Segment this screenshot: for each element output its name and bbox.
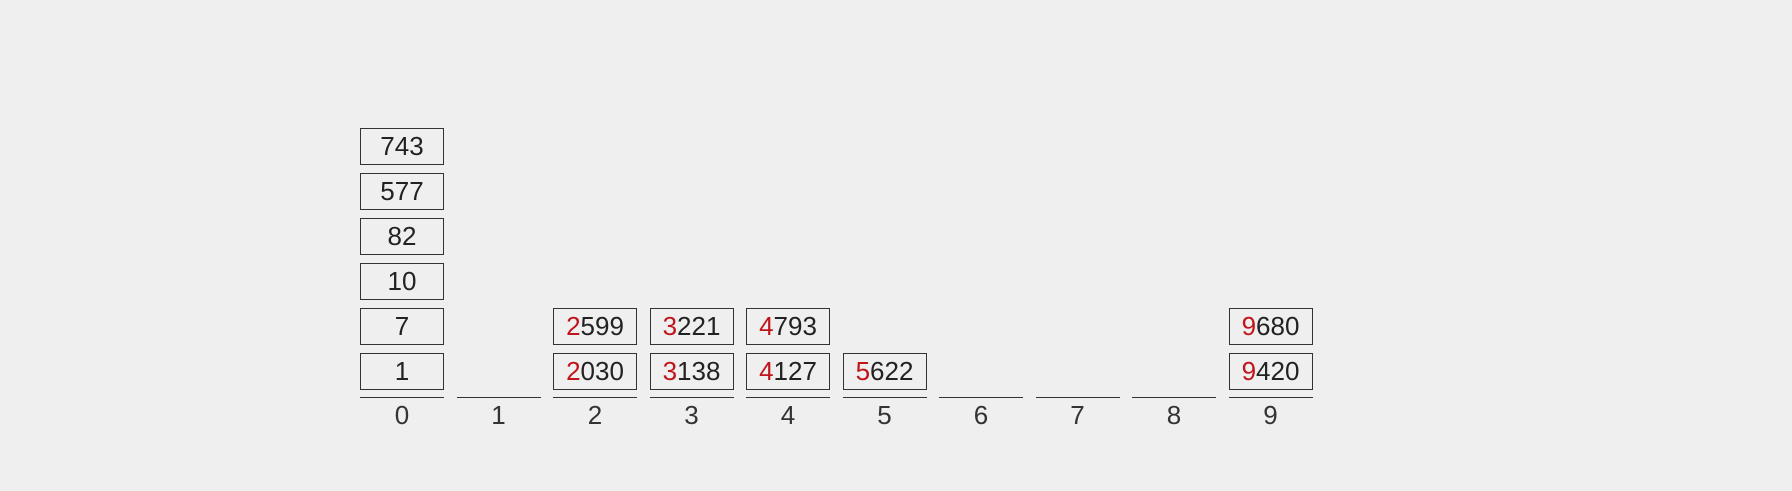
bucket-6: 6 — [939, 0, 1023, 430]
bucket-9: 9420 9680 9 — [1228, 0, 1313, 430]
bucket-label: 3 — [684, 400, 699, 430]
bucket-baseline — [1228, 397, 1313, 398]
number-text: 10 — [387, 266, 417, 296]
highlighted-digit: 9 — [1241, 356, 1257, 386]
bucket-baseline — [456, 397, 541, 398]
number-text: 82 — [387, 221, 417, 251]
bucket-5: 5622 5 — [842, 0, 927, 430]
number-box: 2599 — [553, 308, 637, 345]
remaining-digits: 138 — [677, 356, 721, 386]
number-box: 743 — [360, 128, 444, 165]
bucket-3: 3138 3221 3 — [649, 0, 734, 430]
number-box: 1 — [360, 353, 444, 390]
number-box: 9680 — [1228, 308, 1313, 345]
bucket-baseline — [649, 397, 734, 398]
number-box: 4793 — [746, 308, 830, 345]
number-box: 7 — [360, 308, 444, 345]
number-box: 3221 — [649, 308, 734, 345]
bucket-baseline — [1132, 397, 1216, 398]
remaining-digits: 793 — [773, 311, 817, 341]
number-box: 5622 — [842, 353, 927, 390]
remaining-digits: 127 — [773, 356, 817, 386]
number-text: 743 — [380, 131, 424, 161]
number-box: 4127 — [746, 353, 830, 390]
highlighted-digit: 5 — [855, 356, 871, 386]
number-box: 2030 — [553, 353, 637, 390]
remaining-digits: 420 — [1256, 356, 1300, 386]
bucket-baseline — [939, 397, 1023, 398]
bucket-label: 6 — [973, 400, 989, 430]
bucket-label: 2 — [587, 400, 603, 430]
bucket-label: 8 — [1166, 400, 1182, 430]
bucket-label: 9 — [1263, 400, 1278, 430]
number-box: 577 — [360, 173, 444, 210]
remaining-digits: 221 — [677, 311, 721, 341]
bucket-baseline — [360, 397, 444, 398]
bucket-0: 1 7 10 82 577 743 0 — [360, 0, 444, 430]
highlighted-digit: 3 — [662, 311, 678, 341]
number-box: 3138 — [649, 353, 734, 390]
remaining-digits: 622 — [870, 356, 914, 386]
highlighted-digit: 2 — [566, 356, 581, 386]
bucket-label: 7 — [1070, 400, 1085, 430]
bucket-label: 5 — [877, 400, 892, 430]
bucket-label: 4 — [780, 400, 796, 430]
bucket-baseline — [746, 397, 830, 398]
number-text: 7 — [394, 311, 410, 341]
number-box: 9420 — [1228, 353, 1313, 390]
bucket-7: 7 — [1035, 0, 1120, 430]
highlighted-digit: 3 — [662, 356, 678, 386]
highlighted-digit: 2 — [566, 311, 581, 341]
highlighted-digit: 9 — [1241, 311, 1257, 341]
highlighted-digit: 4 — [759, 356, 774, 386]
number-text: 1 — [394, 356, 410, 386]
number-box: 82 — [360, 218, 444, 255]
remaining-digits: 599 — [580, 311, 624, 341]
bucket-4: 4127 4793 4 — [746, 0, 830, 430]
number-box: 10 — [360, 263, 444, 300]
bucket-baseline — [1035, 397, 1120, 398]
bucket-label: 0 — [394, 400, 410, 430]
remaining-digits: 030 — [580, 356, 624, 386]
number-text: 577 — [380, 176, 424, 206]
bucket-baseline — [842, 397, 927, 398]
bucket-label: 1 — [491, 400, 506, 430]
highlighted-digit: 4 — [759, 311, 774, 341]
bucket-baseline — [553, 397, 637, 398]
bucket-2: 2030 2599 2 — [553, 0, 637, 430]
bucket-8: 8 — [1132, 0, 1216, 430]
bucket-1: 1 — [456, 0, 541, 430]
remaining-digits: 680 — [1256, 311, 1300, 341]
